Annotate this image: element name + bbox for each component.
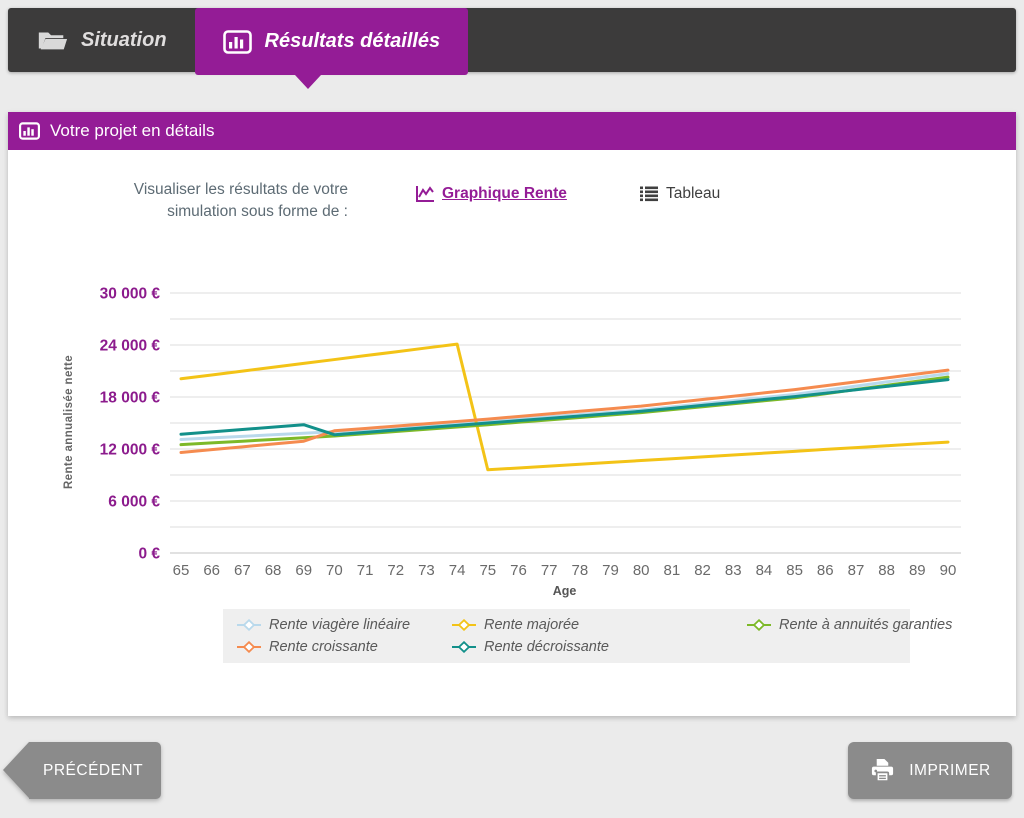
legend-item[interactable]: Rente décroissante [452,639,747,655]
svg-text:87: 87 [848,562,865,579]
legend-label: Rente croissante [269,639,378,655]
svg-text:30 000 €: 30 000 € [100,286,161,303]
svg-text:65: 65 [173,562,190,579]
imprimer-label: IMPRIMER [909,761,991,779]
prompt-line-1: Visualiser les résultats de votre [133,181,348,198]
bar-chart-icon [19,122,40,140]
left-arrow-shape [3,742,29,798]
svg-text:66: 66 [203,562,220,579]
svg-text:85: 85 [786,562,803,579]
svg-text:84: 84 [756,562,773,579]
legend-label: Rente majorée [484,617,580,633]
results-panel: Votre projet en détails Visualiser les r… [8,112,1016,716]
printer-icon [872,758,894,782]
svg-text:71: 71 [357,562,374,579]
rent-chart: 0 € 6 000 € 12 000 € 18 000 € 24 000 € 30 000… [63,286,961,598]
tableau-label: Tableau [666,185,721,202]
active-tab-pointer [294,75,321,89]
legend-label: Rente viagère linéaire [269,617,411,633]
svg-text:Age: Age [553,584,577,598]
svg-text:68: 68 [265,562,282,579]
tab-results-label: Résultats détaillés [264,30,441,52]
panel-title: Votre projet en détails [50,121,215,140]
svg-text:18 000 €: 18 000 € [100,390,161,407]
table-icon [640,186,658,202]
legend-marker-icon [747,619,771,631]
prompt-line-2: simulation sous forme de : [167,203,348,220]
svg-text:89: 89 [909,562,926,579]
svg-text:80: 80 [633,562,650,579]
open-folder-icon [38,32,68,50]
svg-text:72: 72 [387,562,404,579]
svg-text:90: 90 [940,562,957,579]
tab-situation[interactable]: Situation [8,8,195,72]
line-chart-icon [416,185,434,202]
tab-situation-label: Situation [81,28,167,51]
tab-resultats-detailles[interactable]: Résultats détaillés [194,8,469,89]
tableau-link[interactable]: Tableau [640,185,720,203]
svg-text:24 000 €: 24 000 € [100,338,161,355]
legend-label: Rente décroissante [484,639,609,655]
svg-text:77: 77 [541,562,558,579]
svg-text:79: 79 [602,562,619,579]
graphique-rente-label: Graphique Rente [442,185,567,202]
svg-text:82: 82 [694,562,711,579]
legend-marker-icon [452,641,476,653]
legend-item[interactable]: Rente à annuités garanties [747,617,952,633]
legend-marker-icon [237,641,261,653]
svg-text:67: 67 [234,562,251,579]
svg-text:70: 70 [326,562,343,579]
svg-text:78: 78 [571,562,588,579]
svg-text:69: 69 [295,562,312,579]
precedent-label: PRÉCÉDENT [43,761,144,779]
svg-text:73: 73 [418,562,435,579]
svg-text:76: 76 [510,562,527,579]
svg-text:12 000 €: 12 000 € [100,442,161,459]
legend-item[interactable]: Rente majorée [452,617,747,633]
view-switch-prompt: Visualiser les résultats de votre simula… [80,179,348,223]
svg-text:6 000 €: 6 000 € [108,494,160,511]
svg-text:83: 83 [725,562,742,579]
svg-text:81: 81 [664,562,681,579]
graphique-rente-link[interactable]: Graphique Rente [415,185,567,203]
precedent-button[interactable]: PRÉCÉDENT [3,742,161,799]
svg-text:0 €: 0 € [138,546,160,563]
legend-label: Rente à annuités garanties [779,617,953,633]
svg-text:86: 86 [817,562,834,579]
legend-marker-icon [452,619,476,631]
chart-legend: Rente viagère linéaire Rente majorée Ren… [223,609,952,663]
imprimer-button[interactable]: IMPRIMER [848,742,1012,799]
legend-item[interactable]: Rente croissante [237,639,452,655]
svg-text:75: 75 [479,562,496,579]
svg-text:Rente annualisée nette: Rente annualisée nette [63,355,75,489]
legend-item[interactable]: Rente viagère linéaire [237,617,452,633]
svg-text:88: 88 [878,562,895,579]
tab-bar: Situation Résultats détaillés [8,8,1016,89]
legend-marker-icon [237,619,261,631]
panel-header: Votre projet en détails [8,112,1016,150]
svg-text:74: 74 [449,562,466,579]
bar-chart-icon [222,29,252,54]
